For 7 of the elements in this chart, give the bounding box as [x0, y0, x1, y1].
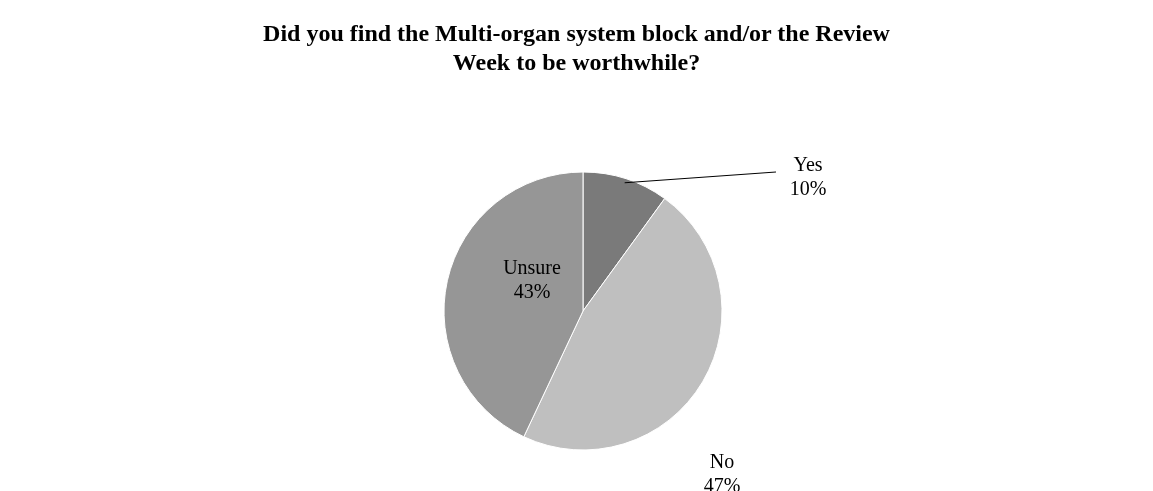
slice-label: Unsure [503, 256, 561, 278]
text: Did you find the Multi-organ system block and/or the Review [263, 20, 890, 46]
slice-label: Yes [793, 153, 823, 175]
data-label: 43% [513, 280, 551, 302]
data-label: 10% [789, 177, 827, 199]
text: Week to be worthwhile? [452, 49, 701, 75]
slice-label: No [709, 450, 735, 472]
